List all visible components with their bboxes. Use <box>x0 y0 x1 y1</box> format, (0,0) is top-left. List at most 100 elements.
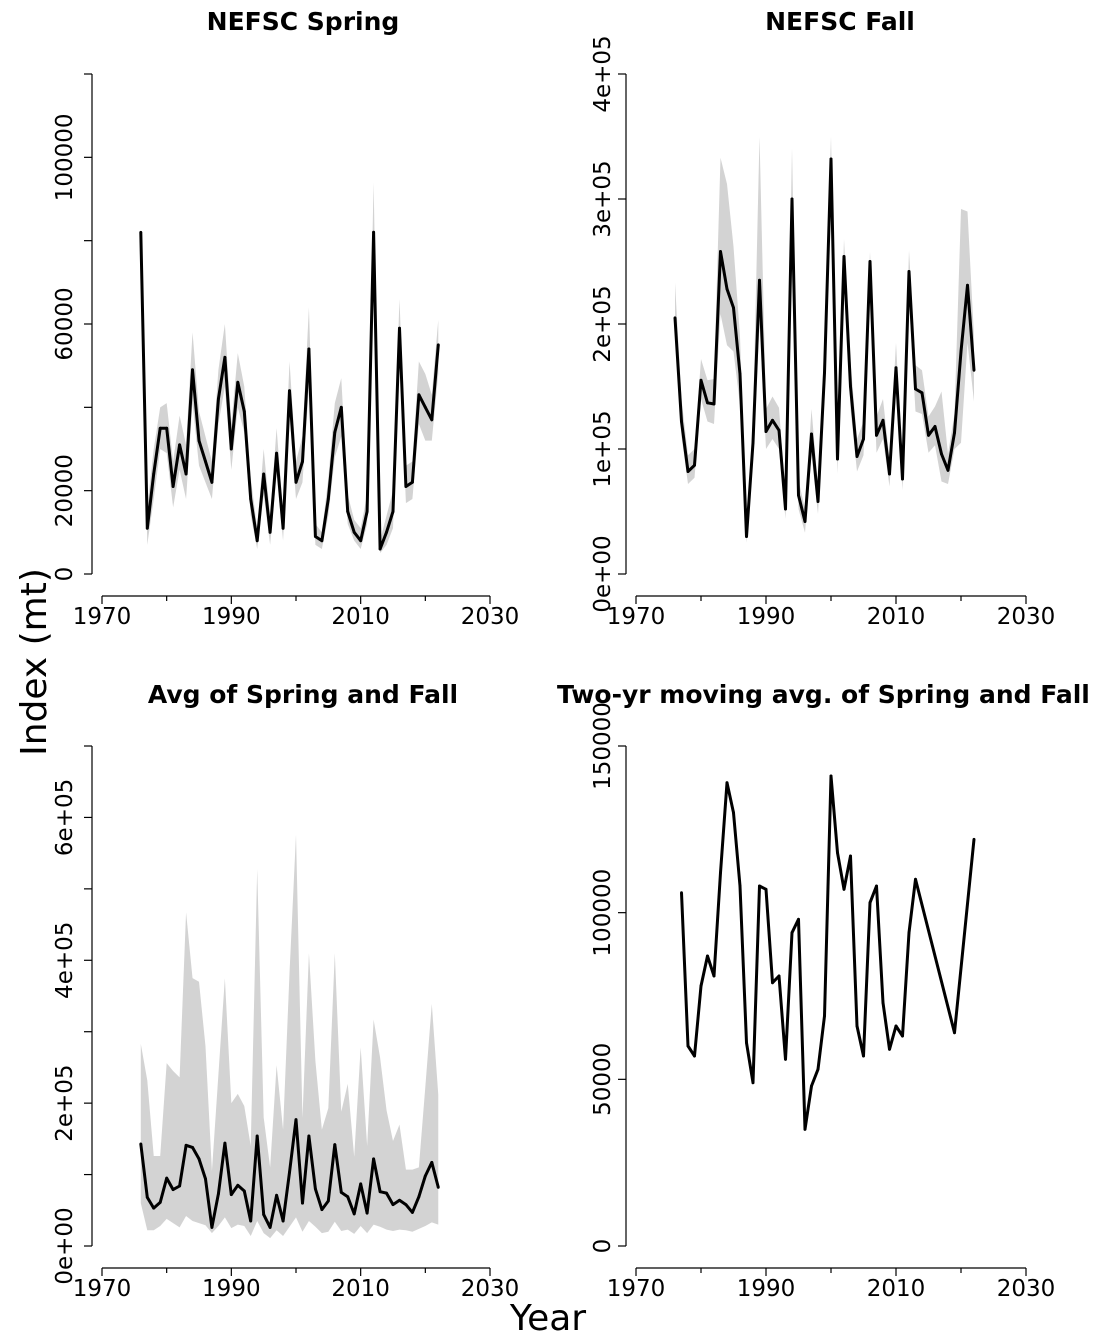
x-tick-label: 2010 <box>331 604 390 630</box>
confidence-band <box>140 834 439 1239</box>
data-point <box>803 1127 807 1131</box>
x-tick-label: 1970 <box>73 1276 132 1302</box>
data-point <box>686 470 690 473</box>
data-point <box>712 974 716 978</box>
data-point <box>223 1141 227 1145</box>
data-point <box>417 1195 421 1199</box>
y-tick-label: 1e+05 <box>590 410 616 487</box>
data-point <box>411 1211 414 1214</box>
data-point <box>275 451 278 455</box>
data-point <box>184 472 188 476</box>
data-point <box>204 1177 207 1181</box>
data-point <box>849 854 852 858</box>
panel-avg-spring-fall: Avg of Spring and Fall 1970 1990 2010 2030 0e… <box>52 680 519 1302</box>
data-point <box>914 877 917 881</box>
data-point <box>171 1188 175 1191</box>
data-point <box>725 781 729 785</box>
panel-title: NEFSC Spring <box>207 7 400 36</box>
data-point <box>352 1212 356 1216</box>
data-point <box>764 430 768 433</box>
data-point <box>255 1134 259 1138</box>
data-point <box>881 418 885 422</box>
data-point <box>751 441 755 445</box>
data-point <box>352 530 356 534</box>
data-point <box>901 1034 904 1038</box>
data-point <box>927 433 930 437</box>
data-point <box>165 426 169 430</box>
data-point <box>242 1189 246 1193</box>
data-point <box>725 287 729 291</box>
data-point <box>862 437 865 441</box>
confidence-band <box>140 182 439 554</box>
data-point <box>423 1174 427 1178</box>
data-point <box>229 1193 233 1196</box>
data-point <box>699 984 703 988</box>
data-point <box>972 368 976 372</box>
data-point <box>242 410 246 413</box>
data-point <box>868 901 872 905</box>
data-point <box>693 463 696 467</box>
data-point <box>894 366 898 370</box>
data-point <box>436 343 440 347</box>
data-point <box>333 430 337 434</box>
data-point <box>178 1184 182 1188</box>
data-point <box>288 1171 291 1174</box>
x-tick-label: 1990 <box>202 1276 261 1302</box>
y-tick-label: 100000 <box>590 869 616 957</box>
data-point <box>907 931 911 935</box>
data-point <box>197 1157 201 1161</box>
data-point <box>745 535 748 538</box>
data-point <box>333 1143 337 1146</box>
y-tick-label: 2e+05 <box>52 1064 78 1141</box>
data-point <box>139 1142 143 1146</box>
data-point <box>836 851 839 855</box>
data-point <box>673 316 677 320</box>
x-tick-label: 1970 <box>73 604 132 630</box>
data-point <box>184 1143 188 1147</box>
data-point <box>262 1213 266 1216</box>
data-point <box>268 1226 272 1229</box>
data-point <box>829 774 833 778</box>
x-tick-label: 2010 <box>867 604 926 630</box>
data-point <box>823 1014 826 1018</box>
data-point <box>829 157 833 161</box>
data-point <box>217 1192 220 1196</box>
data-point <box>888 472 891 476</box>
data-point <box>758 278 761 282</box>
x-tick-label: 2010 <box>867 1276 926 1302</box>
data-point <box>875 884 878 888</box>
data-point <box>404 485 408 488</box>
data-point <box>301 1201 304 1205</box>
data-point <box>236 1183 240 1187</box>
data-point <box>210 480 214 484</box>
data-point <box>171 485 175 488</box>
data-point <box>423 405 427 409</box>
y-tick-label: 60000 <box>52 287 78 360</box>
data-point <box>946 468 950 472</box>
data-point <box>881 1001 885 1005</box>
data-point <box>920 391 924 395</box>
data-point <box>359 539 363 543</box>
data-point <box>359 1182 363 1186</box>
y-tick-label: 20000 <box>52 454 78 527</box>
data-point <box>706 954 709 958</box>
x-tick-label: 2030 <box>461 604 520 630</box>
data-point <box>777 428 781 432</box>
data-point <box>223 355 227 359</box>
panel-nefsc-fall: NEFSC Fall 1970 1990 2010 2030 0e+00 1e+05 2e+0… <box>590 7 1055 630</box>
data-point <box>249 1219 253 1223</box>
y-axis-title: Index (mt) <box>14 568 55 756</box>
data-point <box>320 539 324 543</box>
data-point <box>430 1161 434 1164</box>
data-point <box>797 917 800 921</box>
data-point <box>152 472 156 476</box>
x-tick-label: 2010 <box>331 1276 390 1302</box>
data-point <box>191 368 194 372</box>
data-point <box>738 884 742 888</box>
x-tick-label: 2030 <box>461 1276 520 1302</box>
x-tick-label: 1970 <box>607 604 666 630</box>
data-point <box>378 547 382 551</box>
data-point <box>680 891 683 895</box>
data-point <box>145 526 149 530</box>
data-point <box>810 432 813 436</box>
